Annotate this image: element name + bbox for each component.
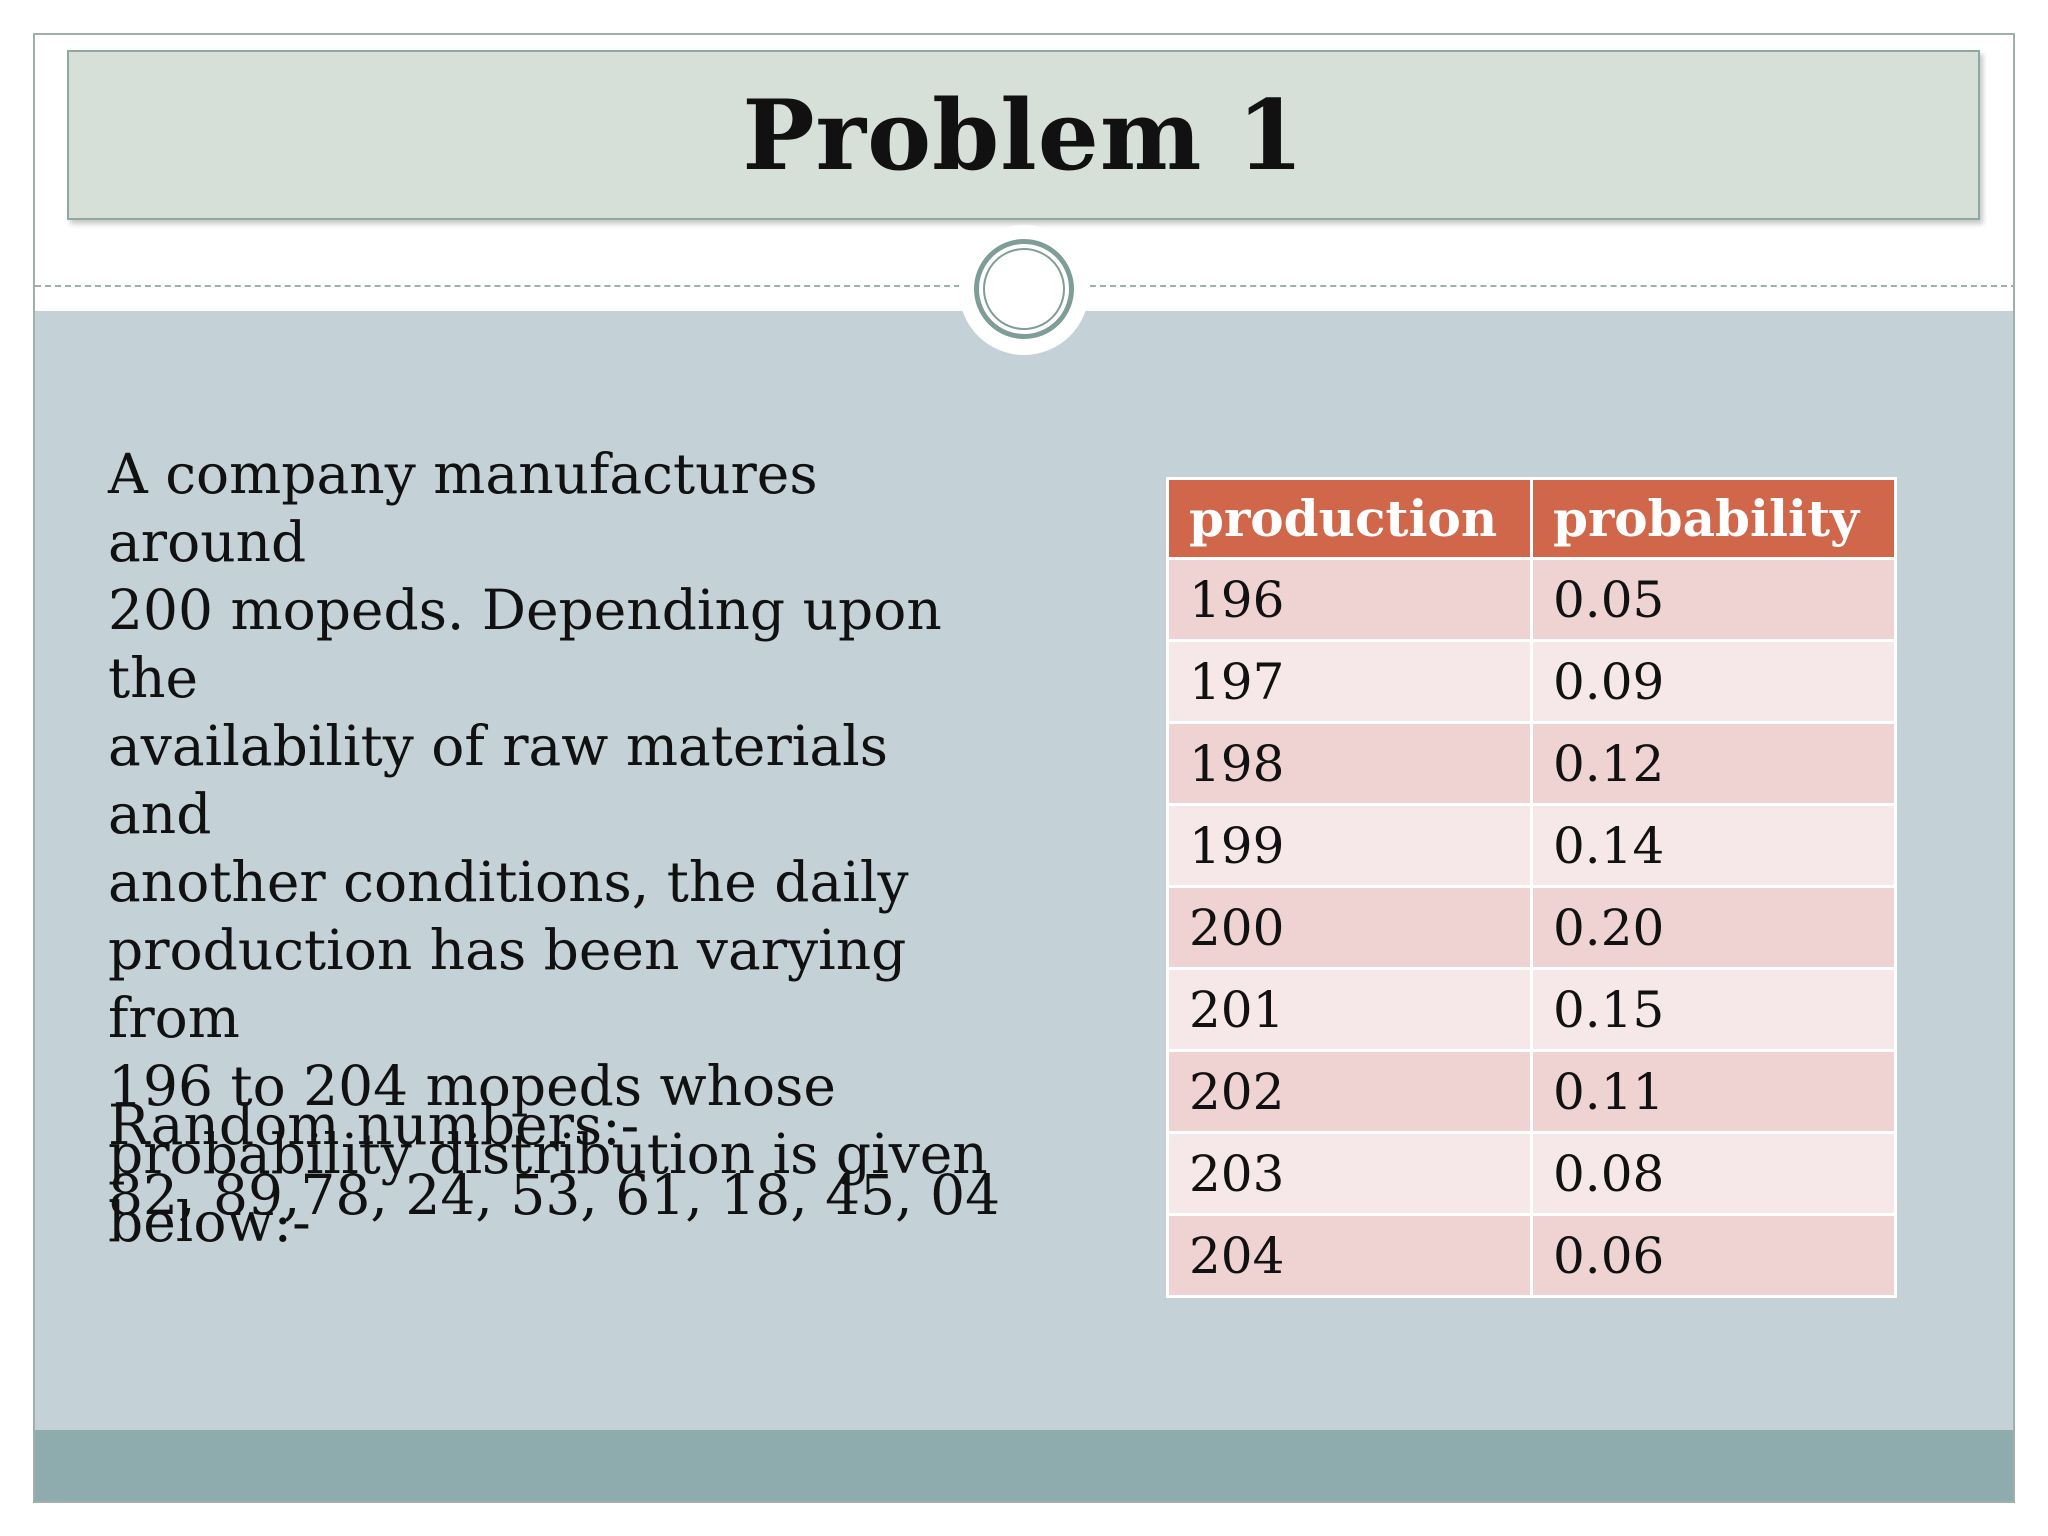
description-line: below:- [108,1190,311,1254]
description-line: another conditions, the daily [108,850,909,914]
cell-probability: 0.06 [1530,1213,1897,1298]
cell-probability: 0.08 [1530,1131,1897,1216]
description-line: A company manufactures around [108,442,818,574]
cell-probability: 0.12 [1530,721,1897,806]
cell-production: 201 [1166,967,1533,1052]
cell-production: 202 [1166,1049,1533,1134]
header-production: production [1166,477,1533,560]
divider-left [35,285,960,287]
divider-right [1090,285,2013,287]
cell-probability: 0.14 [1530,803,1897,888]
random-numbers-values: 82, 89,78, 24, 53, 61, 18, 45, 04 [108,1163,1001,1227]
random-numbers: Random numbers:- 82, 89,78, 24, 53, 61, … [108,1090,1008,1230]
table-row: 199 0.14 [1166,803,1897,888]
cell-probability: 0.09 [1530,639,1897,724]
description-line: production has been varying from [108,918,907,1050]
table-row: 198 0.12 [1166,721,1897,806]
cell-production: 199 [1166,803,1533,888]
description-line: 200 mopeds. Depending upon the [108,578,942,710]
cell-probability: 0.11 [1530,1049,1897,1134]
cell-production: 198 [1166,721,1533,806]
cell-production: 203 [1166,1131,1533,1216]
table-row: 204 0.06 [1166,1213,1897,1298]
footer-band [35,1430,2013,1501]
table-header-row: production probability [1166,477,1897,560]
cell-production: 204 [1166,1213,1533,1298]
title-bar: Problem 1 [67,50,1980,220]
table-row: 201 0.15 [1166,967,1897,1052]
slide-title: Problem 1 [742,78,1305,192]
random-numbers-label: Random numbers:- [108,1093,640,1157]
cell-production: 200 [1166,885,1533,970]
problem-description: A company manufactures around 200 mopeds… [108,440,1008,1256]
circle-ornament-inner [983,248,1065,330]
table-row: 200 0.20 [1166,885,1897,970]
table-row: 197 0.09 [1166,639,1897,724]
table-row: 202 0.11 [1166,1049,1897,1134]
table-row: 196 0.05 [1166,557,1897,642]
description-line: availability of raw materials and [108,714,888,846]
table-row: 203 0.08 [1166,1131,1897,1216]
cell-probability: 0.15 [1530,967,1897,1052]
description-line: probability distribution is given [108,1122,988,1186]
description-line: 196 to 204 mopeds whose [108,1054,836,1118]
cell-production: 197 [1166,639,1533,724]
cell-probability: 0.20 [1530,885,1897,970]
cell-production: 196 [1166,557,1533,642]
probability-table: production probability 196 0.05 197 0.09… [1166,477,1897,1298]
header-probability: probability [1530,477,1897,560]
cell-probability: 0.05 [1530,557,1897,642]
